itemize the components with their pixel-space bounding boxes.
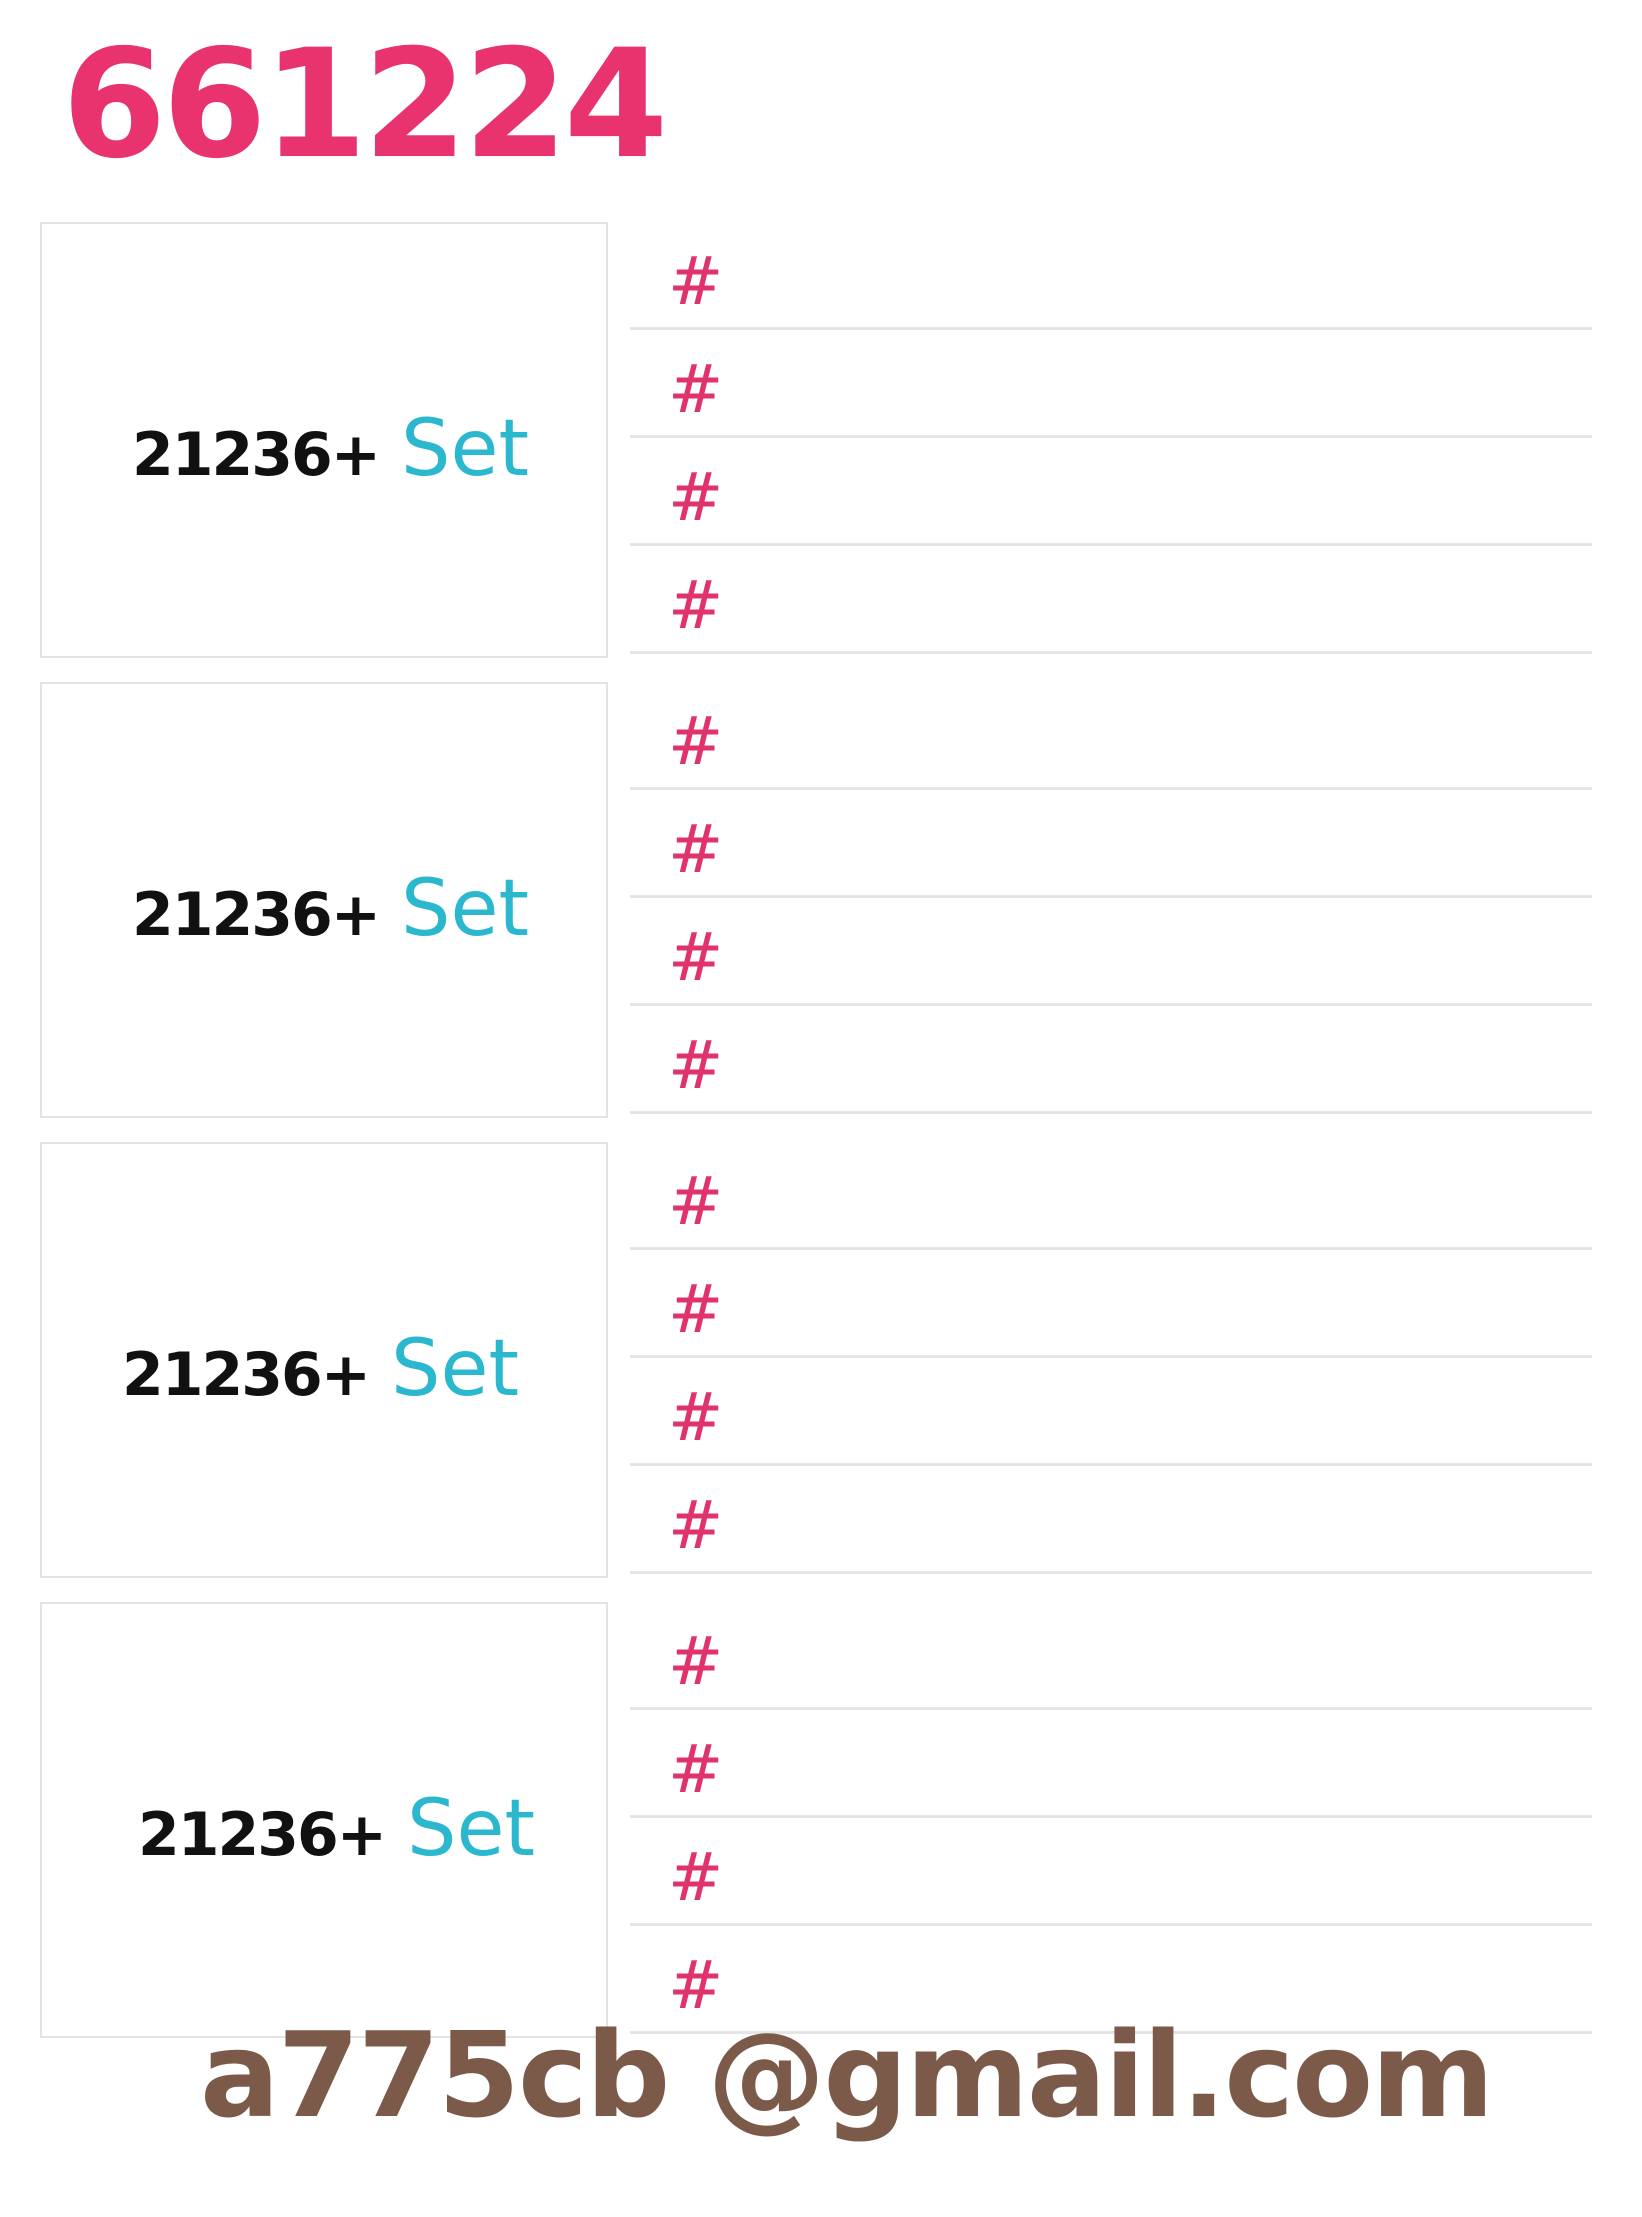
entry-group-1: 21236+ Set # # # # bbox=[40, 222, 1610, 662]
list-item: # bbox=[630, 222, 1592, 330]
hash-mark: # bbox=[668, 1379, 724, 1456]
hash-mark: # bbox=[668, 1623, 724, 1700]
list-item: # bbox=[630, 1710, 1592, 1818]
hash-mark: # bbox=[668, 567, 724, 644]
line-list: # # # # bbox=[630, 1602, 1592, 2042]
entry-label: Set bbox=[407, 1784, 536, 1874]
hash-mark: # bbox=[668, 351, 724, 428]
hash-mark: # bbox=[668, 1027, 724, 1104]
line-list: # # # # bbox=[630, 682, 1592, 1122]
list-item: # bbox=[630, 682, 1592, 790]
entry-code: 21236+ bbox=[132, 880, 381, 950]
hash-mark: # bbox=[668, 1839, 724, 1916]
entry-box: 21236+ Set bbox=[40, 1602, 608, 2038]
list-item: # bbox=[630, 790, 1592, 898]
hash-mark: # bbox=[668, 703, 724, 780]
entry-text: 21236+ Set bbox=[132, 870, 529, 948]
hash-mark: # bbox=[668, 1947, 724, 2024]
list-item: # bbox=[630, 1926, 1592, 2034]
list-item: # bbox=[630, 546, 1592, 654]
line-list: # # # # bbox=[630, 222, 1592, 662]
list-item: # bbox=[630, 1142, 1592, 1250]
hash-mark: # bbox=[668, 919, 724, 996]
entry-text: 21236+ Set bbox=[132, 410, 529, 488]
hash-mark: # bbox=[668, 1271, 724, 1348]
entry-text: 21236+ Set bbox=[138, 1790, 535, 1868]
entry-box: 21236+ Set bbox=[40, 1142, 608, 1578]
hash-mark: # bbox=[668, 243, 724, 320]
hash-mark: # bbox=[668, 1731, 724, 1808]
entry-group-3: 21236+ Set # # # # bbox=[40, 1142, 1610, 1582]
list-item: # bbox=[630, 898, 1592, 1006]
entry-label: Set bbox=[401, 404, 530, 494]
entry-box: 21236+ Set bbox=[40, 682, 608, 1118]
hash-mark: # bbox=[668, 811, 724, 888]
entry-code: 21236+ bbox=[132, 420, 381, 490]
entry-label: Set bbox=[401, 864, 530, 954]
hash-mark: # bbox=[668, 459, 724, 536]
entry-code: 21236+ bbox=[138, 1800, 387, 1870]
list-item: # bbox=[630, 438, 1592, 546]
list-item: # bbox=[630, 1602, 1592, 1710]
entry-text: 21236+ Set bbox=[122, 1330, 519, 1408]
list-item: # bbox=[630, 1250, 1592, 1358]
page-title: 661224 bbox=[62, 18, 668, 192]
entry-group-4: 21236+ Set # # # # bbox=[40, 1602, 1610, 2042]
entry-code: 21236+ bbox=[122, 1340, 371, 1410]
line-list: # # # # bbox=[630, 1142, 1592, 1582]
list-item: # bbox=[630, 1818, 1592, 1926]
entry-box: 21236+ Set bbox=[40, 222, 608, 658]
hash-mark: # bbox=[668, 1163, 724, 1240]
list-item: # bbox=[630, 1006, 1592, 1114]
footer-email: a775cb @gmail.com bbox=[200, 2006, 1494, 2144]
hash-mark: # bbox=[668, 1487, 724, 1564]
list-item: # bbox=[630, 1466, 1592, 1574]
list-item: # bbox=[630, 1358, 1592, 1466]
list-item: # bbox=[630, 330, 1592, 438]
entry-group-2: 21236+ Set # # # # bbox=[40, 682, 1610, 1122]
entry-label: Set bbox=[391, 1324, 520, 1414]
